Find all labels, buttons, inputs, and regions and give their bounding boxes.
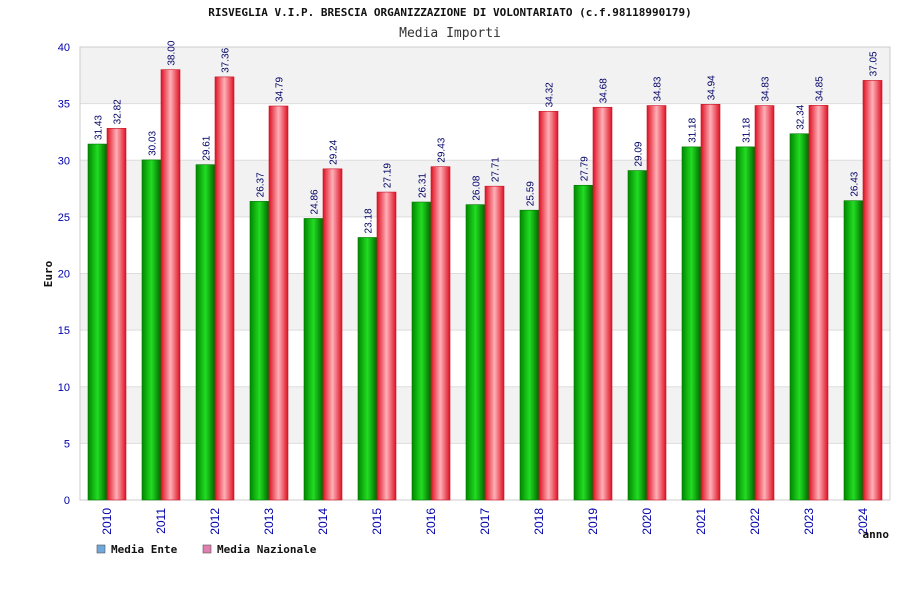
bar-media-ente [789, 133, 810, 501]
y-tick-label: 0 [64, 495, 70, 507]
data-labels: 31.43 32.82 30.03 38.00 29.61 37.36 26.37 34.79… [94, 40, 880, 233]
bar-media-ente [411, 201, 432, 501]
legend-label: Media Nazionale [217, 543, 317, 556]
x-tick-label: 2010 [100, 508, 114, 535]
bar-media-nazionale [754, 105, 775, 501]
x-tick-label: 2013 [262, 508, 276, 535]
y-tick-label: 5 [64, 438, 70, 450]
bar-media-nazionale [106, 128, 127, 501]
legend-label: Media Ente [111, 543, 178, 556]
y-axis-label: Euro [42, 260, 55, 287]
data-label: 29.43 [437, 137, 448, 162]
y-tick-label: 30 [58, 155, 70, 167]
data-label: 34.79 [275, 77, 286, 102]
bar-media-nazionale [538, 111, 559, 501]
bar-media-nazionale [808, 105, 829, 501]
bar-media-nazionale [484, 185, 505, 501]
data-label: 34.68 [599, 78, 610, 103]
bar-media-nazionale [268, 105, 289, 501]
bar-media-ente [357, 237, 378, 501]
y-tick-label: 35 [58, 99, 70, 111]
bar-media-ente [249, 201, 270, 501]
x-tick-label: 2019 [586, 508, 600, 535]
data-label: 30.03 [148, 130, 159, 155]
y-tick-label: 40 [58, 42, 70, 54]
bar-media-ente [519, 209, 540, 501]
bar-media-ente [303, 218, 324, 501]
x-tick-label: 2011 [154, 508, 168, 534]
chart-subtitle: Media Importi [399, 26, 501, 41]
y-tick-label: 25 [58, 212, 70, 224]
data-label: 31.18 [688, 117, 699, 142]
data-label: 32.34 [796, 104, 807, 129]
data-label: 29.24 [329, 139, 340, 164]
legend: Media Ente Media Nazionale [96, 543, 317, 556]
x-tick-label: 2022 [748, 508, 762, 535]
y-tick-label: 20 [58, 269, 70, 281]
bar-media-ente [843, 200, 864, 501]
data-label: 26.43 [850, 171, 861, 196]
data-label: 34.32 [545, 82, 556, 107]
bar-media-nazionale [700, 104, 721, 501]
bar-media-nazionale [592, 106, 613, 501]
data-label: 34.83 [653, 76, 664, 101]
data-label: 37.36 [221, 47, 232, 72]
data-label: 24.86 [310, 189, 321, 214]
legend-swatch [96, 544, 106, 554]
bar-media-nazionale [376, 191, 397, 501]
x-tick-label: 2018 [532, 508, 546, 535]
bar-media-nazionale [160, 69, 181, 501]
x-axis-ticks: 2010 2011 2012 2013 2014 2015 2016 2017 2018 2019… [100, 508, 870, 535]
data-label: 31.43 [94, 115, 105, 140]
legend-swatch [202, 544, 212, 554]
x-tick-label: 2024 [856, 508, 870, 535]
data-label: 27.79 [580, 156, 591, 181]
x-tick-label: 2016 [424, 508, 438, 535]
data-label: 31.18 [742, 117, 753, 142]
data-label: 38.00 [167, 40, 178, 65]
y-tick-label: 10 [58, 382, 70, 394]
bar-media-nazionale [646, 105, 667, 501]
data-label: 26.31 [418, 173, 429, 198]
data-label: 34.85 [815, 76, 826, 101]
chart-title: RISVEGLIA V.I.P. BRESCIA ORGANIZZAZIONE … [208, 6, 691, 19]
bar-media-ente [627, 170, 648, 501]
data-label: 26.08 [472, 175, 483, 200]
data-label: 29.09 [634, 141, 645, 166]
data-label: 34.94 [707, 75, 718, 100]
bar-media-ente [195, 164, 216, 501]
data-label: 29.61 [202, 135, 213, 160]
bar-media-ente [465, 204, 486, 501]
bar-media-ente [87, 143, 108, 501]
x-tick-label: 2020 [640, 508, 654, 535]
bar-media-nazionale [862, 80, 883, 501]
data-label: 27.19 [383, 163, 394, 188]
x-axis-label: anno [863, 528, 890, 541]
data-label: 27.71 [491, 157, 502, 182]
bar-media-ente [141, 159, 162, 501]
x-tick-label: 2015 [370, 508, 384, 535]
data-label: 37.05 [869, 51, 880, 76]
bar-media-nazionale [214, 76, 235, 501]
x-tick-label: 2017 [478, 508, 492, 535]
x-tick-label: 2023 [802, 508, 816, 535]
bar-media-ente [573, 184, 594, 501]
x-tick-label: 2021 [694, 508, 708, 535]
data-label: 26.37 [256, 172, 267, 197]
bar-media-ente [735, 146, 756, 501]
data-label: 23.18 [364, 208, 375, 233]
data-label: 34.83 [761, 76, 772, 101]
x-tick-label: 2012 [208, 508, 222, 535]
bars [87, 69, 883, 501]
y-tick-label: 15 [58, 325, 70, 337]
bar-media-ente [681, 146, 702, 501]
x-tick-label: 2014 [316, 508, 330, 535]
data-label: 32.82 [113, 99, 124, 124]
bar-media-nazionale [430, 166, 451, 501]
data-label: 25.59 [526, 181, 537, 206]
bar-media-nazionale [322, 168, 343, 501]
y-axis-ticks: 0 5 10 15 20 25 30 35 40 [58, 42, 70, 507]
